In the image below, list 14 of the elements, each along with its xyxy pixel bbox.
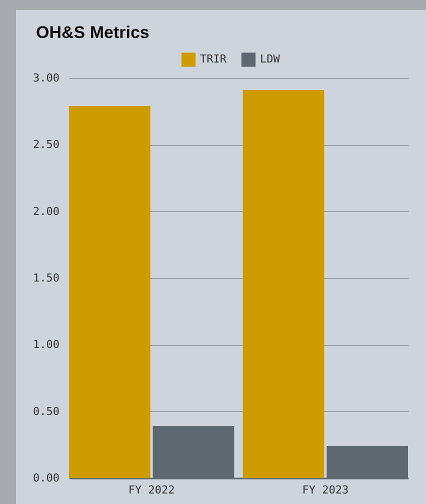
y-tick-label: 2.00 [33,204,60,218]
legend-label: TRIR [200,52,227,66]
y-tick-label: 2.50 [33,138,60,152]
y-tick-label: 0.50 [33,404,60,418]
y-tick-label: 1.00 [33,338,60,352]
bar [69,106,150,478]
y-tick-label: 3.00 [33,72,60,84]
y-tick-label: 1.50 [33,272,60,284]
bar [242,90,324,478]
x-tick-label: FY 2023 [302,484,349,496]
chart-title: OH&S Metrics [36,23,150,42]
x-tick-label: FY 2022 [128,484,175,496]
legend-label: LDW [260,52,280,66]
y-tick-label: 0.00 [33,472,60,484]
